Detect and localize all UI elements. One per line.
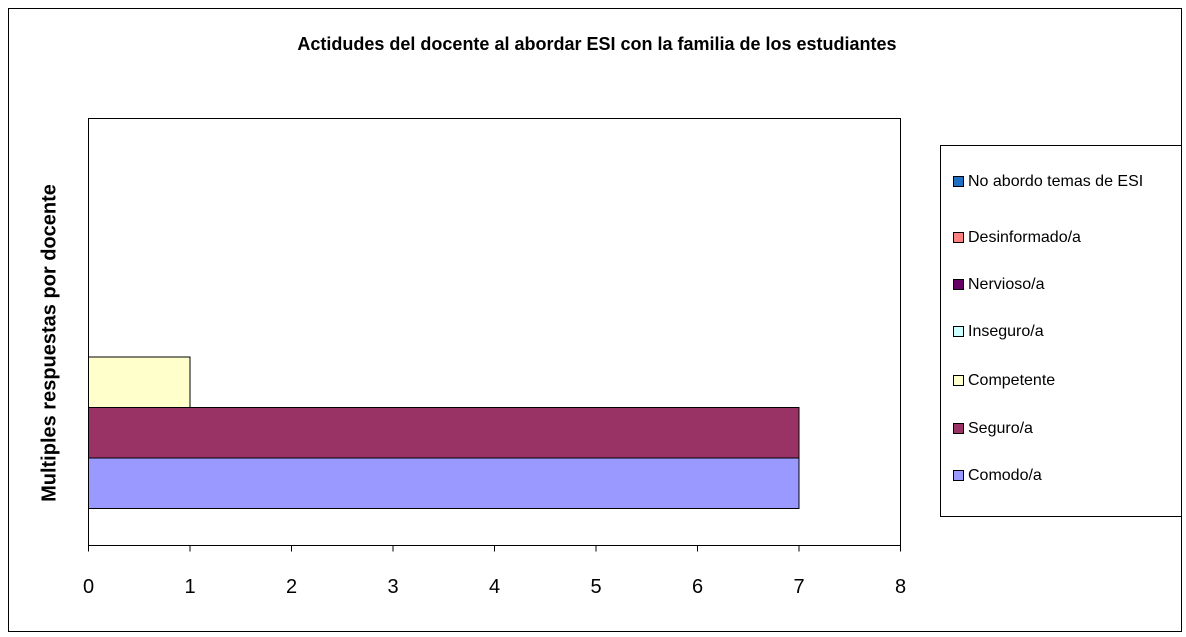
x-tick-label: 6 bbox=[692, 576, 703, 598]
x-tick-label: 0 bbox=[83, 576, 94, 598]
legend-entry: Inseguro/a bbox=[953, 322, 1179, 341]
legend-label: Desinformado/a bbox=[968, 229, 1081, 246]
legend-label: No abordo temas de ESI bbox=[968, 173, 1144, 190]
legend-swatch bbox=[953, 326, 964, 337]
legend-label: Competente bbox=[968, 372, 1056, 389]
legend-entry: Seguro/a bbox=[953, 419, 1179, 438]
x-tick-label: 4 bbox=[489, 576, 500, 598]
legend-swatch bbox=[953, 232, 964, 243]
x-tick-label: 3 bbox=[387, 576, 398, 598]
legend-label: Nervioso/a bbox=[968, 276, 1045, 293]
y-axis-title: Multiples respuestas por docente bbox=[38, 184, 60, 502]
legend-swatch bbox=[953, 279, 964, 290]
legend-label: Inseguro/a bbox=[968, 323, 1044, 340]
legend-swatch bbox=[953, 375, 964, 386]
bar bbox=[88, 407, 800, 459]
legend-entry: Comodo/a bbox=[953, 466, 1179, 485]
bar bbox=[88, 356, 191, 408]
legend-label: Comodo/a bbox=[968, 467, 1042, 484]
legend-entry: Competente bbox=[953, 371, 1179, 390]
legend: No abordo temas de ESI Desinformado/a Nerv… bbox=[940, 145, 1182, 517]
legend-swatch bbox=[953, 176, 964, 187]
x-tick-label: 1 bbox=[184, 576, 195, 598]
bar bbox=[88, 457, 800, 509]
legend-entry: No abordo temas de ESI bbox=[953, 172, 1179, 191]
legend-entry: Nervioso/a bbox=[953, 275, 1179, 294]
x-tick-label: 5 bbox=[590, 576, 601, 598]
legend-swatch bbox=[953, 470, 964, 481]
chart-title: Actidudes del docente al abordar ESI con… bbox=[297, 34, 896, 54]
x-tick-label: 7 bbox=[793, 576, 804, 598]
legend-entry: Desinformado/a bbox=[953, 228, 1179, 247]
x-tick-label: 8 bbox=[895, 576, 906, 598]
x-tick-label: 2 bbox=[286, 576, 297, 598]
legend-swatch bbox=[953, 423, 964, 434]
legend-label: Seguro/a bbox=[968, 420, 1033, 437]
